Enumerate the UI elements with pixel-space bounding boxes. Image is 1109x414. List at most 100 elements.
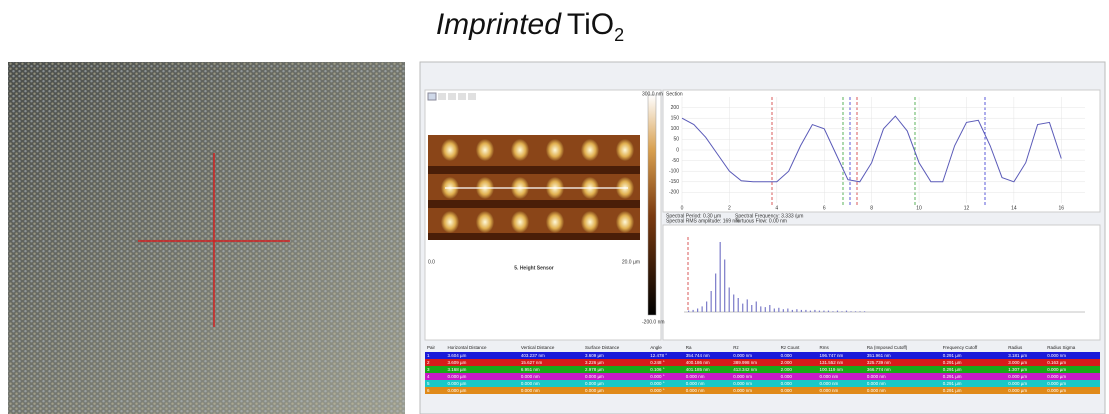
table-cell: 0.000 µm (583, 387, 648, 394)
spectrum-bar (724, 260, 725, 313)
table-cell: 0.000 nm (865, 373, 941, 380)
spectrum-bar (805, 310, 806, 312)
table-cell: 403.237 nm (519, 352, 583, 359)
table-cell: 3.181 µm (1006, 352, 1045, 359)
table-cell: 0.291 µm (941, 387, 1007, 394)
header-cell: Pair (425, 343, 446, 352)
table-cell: 131.552 nm (817, 359, 864, 366)
table-cell: 2.000 (779, 359, 818, 366)
header-cell: Vertical Distance (519, 343, 583, 352)
afm-feature (546, 211, 564, 233)
spectrum-bar (810, 311, 811, 312)
table-cell: 400.186 nm (684, 359, 731, 366)
spectrum-bar (765, 307, 766, 312)
table-cell: 0.000 nm (731, 387, 778, 394)
table-cell: 1 (425, 352, 446, 359)
table-cell: 15.627 nm (519, 359, 583, 366)
y-tick-label: 200 (671, 105, 680, 111)
image-x-start: 0.0 (428, 259, 435, 265)
spectrum-panel (663, 225, 1100, 340)
table-cell: 1.307 µm (1006, 366, 1045, 373)
profile-panel (663, 90, 1100, 212)
table-cell: 0.000 nm (519, 380, 583, 387)
spectrum-bar (783, 309, 784, 312)
colorbar-max: 300.0 nm (642, 91, 663, 97)
table-cell: 0.000 µm (583, 380, 648, 387)
table-cell: 0.000 µm (1006, 380, 1045, 387)
table-cell: 401.185 nm (684, 366, 731, 373)
header-cell: Rz (731, 343, 778, 352)
table-cell: 0.000 ° (648, 373, 684, 380)
x-tick-label: 12 (964, 205, 970, 211)
spectrum-info: Tortuous Flow: 0.00 nm (735, 218, 787, 224)
afm-feature (616, 139, 634, 161)
table-cell: 0.000 (779, 352, 818, 359)
table-cell: 3.168 µm (446, 366, 519, 373)
table-cell: 6.951 nm (519, 366, 583, 373)
table-cell: 389.998 nm (731, 359, 778, 366)
x-tick-label: 6 (823, 205, 826, 211)
spectrum-bar (819, 311, 820, 312)
table-cell: 0.000 nm (519, 373, 583, 380)
table-cell: 0.106 ° (648, 366, 684, 373)
table-cell: 0.000 (779, 373, 818, 380)
header-cell: Rms (817, 343, 864, 352)
table-cell: 0.291 µm (941, 359, 1007, 366)
table-cell: 413.342 nm (731, 366, 778, 373)
table-cell: 3.604 µm (446, 352, 519, 359)
spectrum-bar (792, 310, 793, 312)
spectrum-bar (774, 309, 775, 313)
table-cell: 0.000 nm (684, 387, 731, 394)
table-cell: 0.000 nm (1045, 352, 1100, 359)
table-cell: 0.000 nm (684, 380, 731, 387)
table-cell: 0.163 µm (1045, 359, 1100, 366)
spectrum-bar (760, 306, 761, 312)
header-cell: Angle (648, 343, 684, 352)
image-x-end: 20.0 µm (622, 259, 640, 265)
afm-feature (511, 139, 529, 161)
table-cell: 366.774 nm (865, 366, 941, 373)
x-tick-label: 16 (1059, 205, 1065, 211)
spectrum-bar (769, 305, 770, 312)
profile-title: Section (666, 91, 683, 97)
table-cell: 100.119 nm (817, 366, 864, 373)
microscope-image (8, 62, 405, 414)
spectrum-bar (742, 304, 743, 312)
spectrum-bar (837, 311, 838, 312)
header-cell: Rz Count (779, 343, 818, 352)
table-cell: 5 (425, 380, 446, 387)
spectrum-bar (801, 310, 802, 312)
header-cell: Horizontal Distance (446, 343, 519, 352)
spectrum-bar (733, 295, 734, 313)
table-cell: 0.000 nm (865, 380, 941, 387)
x-tick-label: 14 (1011, 205, 1017, 211)
spectrum-bar (711, 291, 712, 312)
header-cell: Ra (684, 343, 731, 352)
header-cell: Radius (1006, 343, 1045, 352)
spectrum-bar (796, 309, 797, 312)
spectrum-info: Spectral RMS amplitude: 169 nm (666, 218, 739, 224)
toolbar[interactable] (428, 93, 476, 100)
table-cell: 4 (425, 373, 446, 380)
table-row: 40.000 µm0.000 nm0.000 µm0.000 °0.000 nm… (425, 373, 1100, 380)
spectrum-bar (828, 311, 829, 312)
table-cell: 3.609 µm (583, 352, 648, 359)
afm-feature (476, 139, 494, 161)
afm-feature (581, 139, 599, 161)
y-tick-label: 150 (671, 116, 680, 122)
spectrum-bar (832, 311, 833, 312)
table-cell: 0.000 µm (1045, 366, 1100, 373)
spectrum-bar (697, 309, 698, 313)
y-tick-label: -200 (669, 190, 679, 196)
spectrum-bar (850, 311, 851, 312)
spectrum-bar (706, 302, 707, 313)
header-cell: Frequency Cutoff (941, 343, 1007, 352)
spectrum-bar (702, 306, 703, 312)
x-tick-label: 10 (916, 205, 922, 211)
channel-label: 5. Height Sensor (514, 265, 554, 271)
spectrum-bar (738, 298, 739, 312)
table-row: 50.000 µm0.000 nm0.000 µm0.000 °0.000 nm… (425, 380, 1100, 387)
